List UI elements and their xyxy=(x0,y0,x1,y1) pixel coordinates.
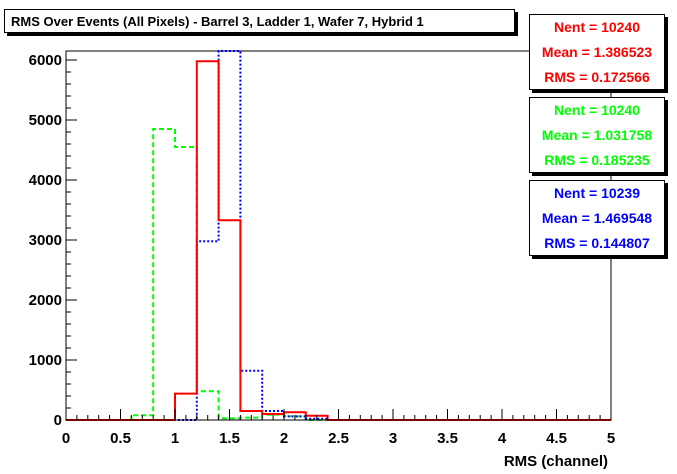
x-tick-label: 1.5 xyxy=(219,430,240,447)
x-axis-label: RMS (channel) xyxy=(504,453,608,470)
x-tick-label: 4 xyxy=(498,430,507,447)
y-tick-label: 2000 xyxy=(29,292,62,309)
stats-box-blue: Nent = 10239 Mean = 1.469548 RMS = 0.144… xyxy=(529,180,665,256)
x-tick-label: 0.5 xyxy=(110,430,131,447)
stats-nent: Nent = 10240 xyxy=(554,19,640,36)
stats-mean: Mean = 1.386523 xyxy=(541,43,653,60)
x-tick-label: 4.5 xyxy=(546,430,567,447)
x-tick-label: 3.5 xyxy=(437,430,458,447)
plot-area xyxy=(65,50,612,421)
stats-box-green: Nent = 10240 Mean = 1.031758 RMS = 0.185… xyxy=(529,97,665,173)
stats-rms: RMS = 0.172566 xyxy=(544,68,650,85)
y-tick-label: 5000 xyxy=(29,112,62,129)
y-tick-label: 4000 xyxy=(29,172,62,189)
stats-nent: Nent = 10240 xyxy=(554,102,640,119)
stats-nent: Nent = 10239 xyxy=(554,185,640,202)
stats-rms: RMS = 0.144807 xyxy=(544,234,650,251)
x-tick-label: 2.5 xyxy=(328,430,349,447)
y-tick-label: 1000 xyxy=(29,352,62,369)
x-tick-label: 5 xyxy=(607,430,615,447)
stats-mean: Mean = 1.031758 xyxy=(541,126,653,143)
x-tick-label: 1 xyxy=(171,430,179,447)
x-tick-label: 0 xyxy=(62,430,70,447)
plot-frame xyxy=(65,50,612,421)
y-tick-label: 0 xyxy=(54,412,62,429)
chart-title: RMS Over Events (All Pixels) - Barrel 3,… xyxy=(4,9,515,33)
axes-layer: 0 0.5 1 1.5 2 2.5 3 3.5 4 4.5 5 0 1000 2000 3000 4000 50… xyxy=(29,51,615,447)
y-tick-label: 3000 xyxy=(29,232,62,249)
stats-mean: Mean = 1.469548 xyxy=(541,209,653,226)
stats-box-red: Nent = 10240 Mean = 1.386523 RMS = 0.172… xyxy=(529,14,665,90)
y-tick-label: 6000 xyxy=(29,52,62,69)
x-tick-label: 3 xyxy=(389,430,397,447)
x-tick-label: 2 xyxy=(280,430,288,447)
stats-rms: RMS = 0.185235 xyxy=(544,151,650,168)
